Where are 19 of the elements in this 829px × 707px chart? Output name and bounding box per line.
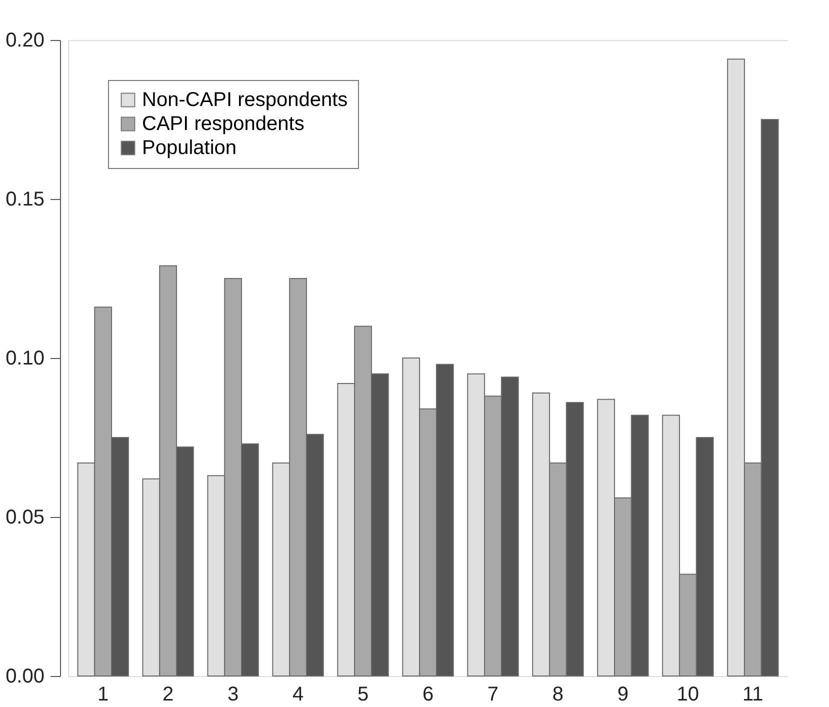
x-tick-label: 10: [676, 684, 700, 706]
y-tick-label: 0.15: [6, 188, 44, 210]
y-tick-label: 0.20: [6, 30, 44, 52]
y-tick-label: 0.10: [6, 348, 44, 370]
x-tick-label: 9: [617, 684, 629, 706]
x-tick-label: 2: [162, 684, 174, 706]
x-tick-label: 5: [357, 684, 369, 706]
y-tick-label: 0.05: [6, 506, 44, 528]
x-tick-label: 3: [227, 684, 239, 706]
legend-label: Population: [142, 137, 237, 159]
x-tick-label: 4: [292, 684, 304, 706]
legend-label: CAPI respondents: [142, 113, 304, 135]
legend-label: Non-CAPI respondents: [142, 89, 348, 111]
x-tick-label: 6: [422, 684, 434, 706]
x-tick-label: 11: [742, 684, 764, 706]
x-tick-label: 7: [487, 684, 499, 706]
x-tick-label: 8: [552, 684, 564, 706]
y-tick-label: 0.00: [6, 666, 44, 688]
x-tick-label: 1: [98, 684, 109, 706]
